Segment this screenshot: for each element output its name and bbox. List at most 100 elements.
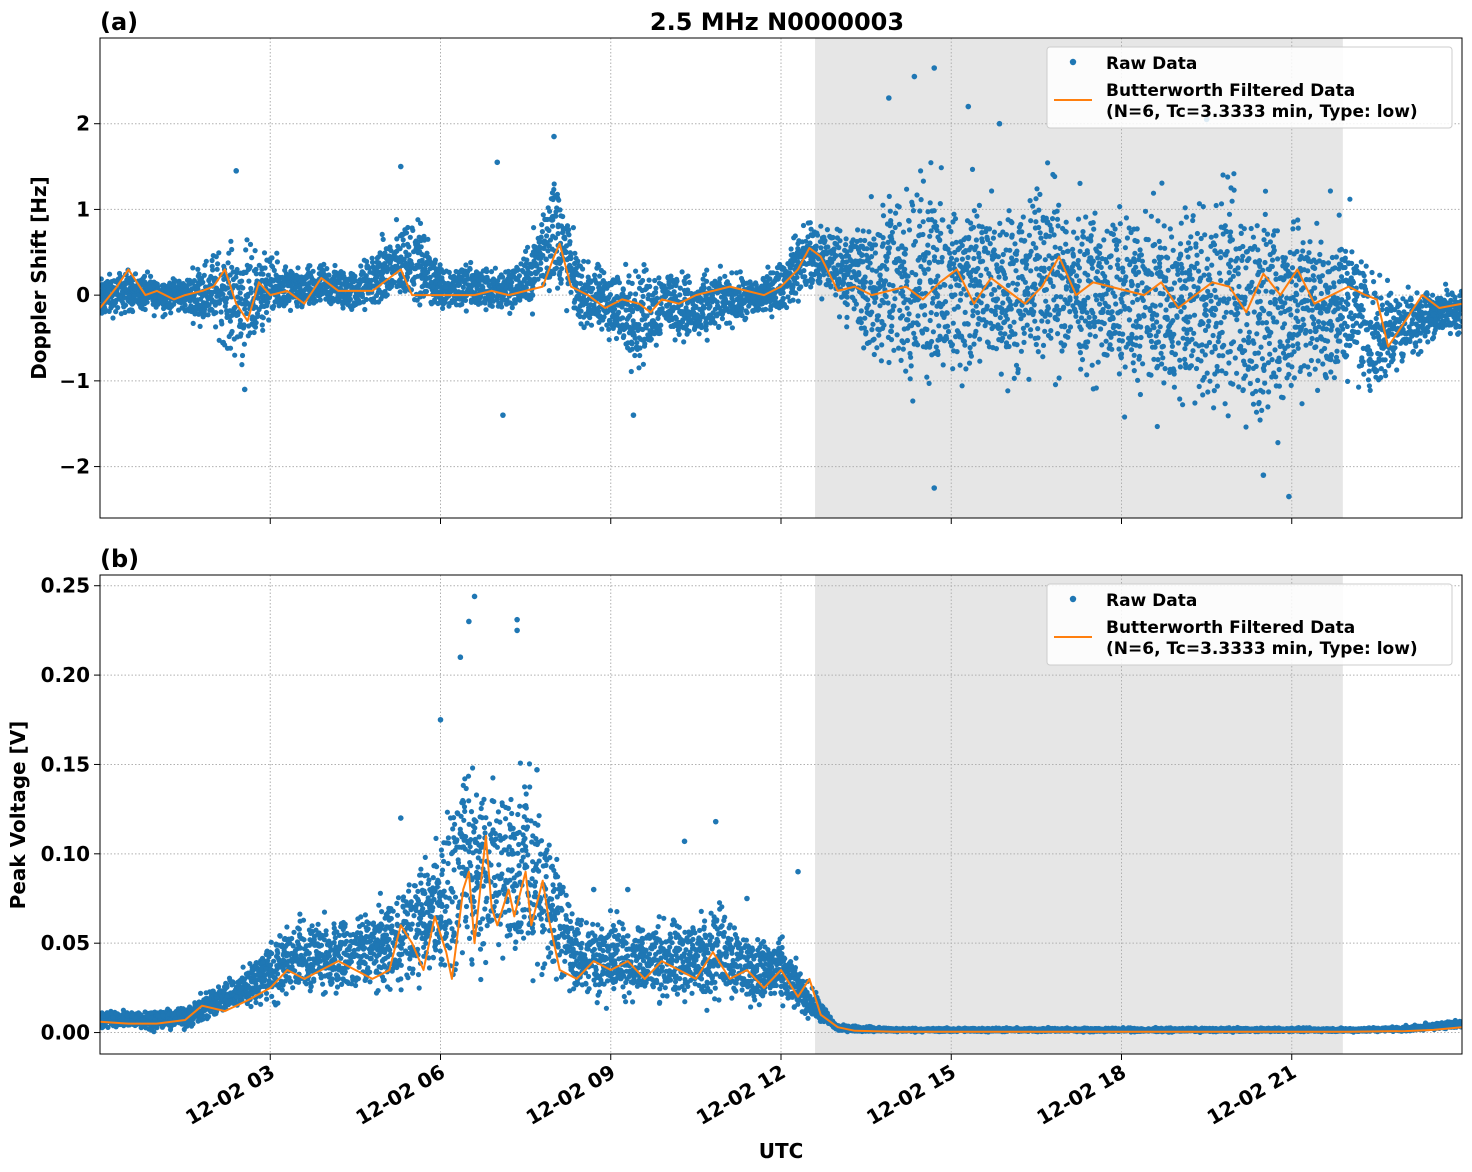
raw-data-point bbox=[1113, 247, 1120, 253]
raw-data-point bbox=[214, 266, 220, 272]
raw-data-point bbox=[930, 329, 937, 335]
raw-data-point bbox=[221, 276, 227, 282]
raw-data-point bbox=[676, 325, 682, 331]
raw-data-point bbox=[1457, 293, 1462, 299]
raw-data-point bbox=[233, 312, 240, 318]
raw-data-point bbox=[924, 326, 930, 333]
raw-data-point bbox=[1417, 338, 1423, 344]
raw-data-point bbox=[1040, 342, 1047, 348]
raw-data-point bbox=[677, 292, 683, 298]
raw-data-point bbox=[1028, 268, 1034, 274]
raw-data-point bbox=[906, 218, 912, 224]
raw-data-point bbox=[882, 278, 889, 284]
raw-data-point bbox=[537, 266, 544, 272]
raw-data-point bbox=[681, 339, 687, 345]
raw-data-point bbox=[592, 272, 598, 278]
raw-data-point bbox=[568, 289, 574, 295]
raw-data-point bbox=[892, 224, 898, 231]
raw-data-point bbox=[1021, 339, 1027, 345]
raw-data-point bbox=[641, 262, 647, 268]
raw-data-point bbox=[967, 350, 974, 356]
raw-data-point bbox=[1220, 172, 1226, 178]
raw-data-point bbox=[1202, 352, 1208, 358]
raw-data-point bbox=[142, 306, 148, 313]
raw-data-point bbox=[1241, 337, 1247, 343]
raw-data-point bbox=[1248, 225, 1254, 232]
raw-data-point bbox=[1135, 377, 1141, 383]
raw-data-point bbox=[1073, 309, 1079, 315]
raw-data-point bbox=[358, 263, 364, 269]
raw-data-point bbox=[851, 306, 857, 312]
raw-data-point bbox=[620, 294, 626, 300]
raw-data-point bbox=[1378, 295, 1384, 301]
raw-data-point bbox=[242, 306, 248, 312]
raw-data-point bbox=[1097, 243, 1103, 249]
raw-data-point bbox=[818, 223, 824, 229]
raw-data-point bbox=[942, 299, 949, 305]
raw-data-point bbox=[704, 278, 710, 284]
raw-data-point bbox=[1119, 292, 1125, 298]
raw-data-point bbox=[834, 235, 841, 241]
raw-data-point bbox=[1052, 382, 1059, 388]
raw-data-point bbox=[1131, 352, 1137, 358]
raw-data-point bbox=[881, 282, 887, 288]
raw-data-point bbox=[1328, 298, 1334, 304]
raw-data-point bbox=[1165, 255, 1171, 261]
raw-data-point bbox=[295, 265, 301, 271]
raw-data-point bbox=[844, 294, 850, 300]
raw-data-point bbox=[599, 297, 605, 303]
raw-data-point bbox=[1272, 347, 1278, 353]
raw-data-point bbox=[1011, 375, 1017, 381]
raw-data-point bbox=[729, 270, 735, 276]
raw-data-point bbox=[1253, 409, 1260, 415]
raw-data-point bbox=[1314, 220, 1320, 226]
raw-data-point bbox=[1011, 319, 1017, 325]
raw-data-point bbox=[1344, 291, 1350, 297]
raw-data-point bbox=[190, 320, 196, 326]
raw-data-point bbox=[1333, 354, 1340, 360]
raw-data-point bbox=[1205, 256, 1211, 262]
raw-data-point bbox=[310, 268, 316, 274]
raw-data-point bbox=[1122, 364, 1128, 370]
raw-data-point bbox=[644, 313, 650, 319]
raw-data-point bbox=[967, 333, 973, 339]
raw-data-point bbox=[1304, 298, 1310, 304]
raw-data-point bbox=[1163, 307, 1169, 313]
raw-data-point bbox=[920, 252, 927, 258]
raw-data-point bbox=[1122, 278, 1128, 284]
raw-data-point bbox=[1204, 370, 1210, 376]
raw-data-point bbox=[1182, 346, 1188, 352]
raw-data-point bbox=[620, 315, 626, 321]
raw-data-point bbox=[935, 273, 941, 279]
raw-data-point bbox=[826, 278, 833, 284]
raw-data-point bbox=[1157, 302, 1164, 308]
raw-data-point bbox=[956, 283, 962, 289]
raw-data-point bbox=[232, 304, 238, 310]
raw-data-point bbox=[1171, 263, 1177, 269]
raw-data-point bbox=[620, 286, 626, 292]
raw-data-point bbox=[667, 284, 673, 290]
raw-data-point bbox=[1026, 232, 1032, 238]
raw-data-point bbox=[1365, 377, 1371, 383]
raw-data-point bbox=[704, 337, 710, 343]
raw-data-point bbox=[795, 249, 802, 255]
raw-data-point bbox=[1037, 230, 1043, 236]
raw-data-point bbox=[260, 315, 266, 321]
raw-data-point bbox=[1220, 353, 1226, 359]
raw-data-point bbox=[205, 312, 211, 318]
raw-data-point bbox=[1053, 294, 1059, 300]
raw-data-point bbox=[933, 344, 939, 350]
raw-data-point bbox=[1263, 241, 1269, 247]
raw-data-point bbox=[1116, 265, 1122, 272]
raw-data-point bbox=[247, 241, 254, 247]
raw-data-point bbox=[886, 250, 892, 256]
raw-data-point bbox=[1000, 229, 1006, 235]
raw-data-point bbox=[564, 223, 571, 229]
raw-data-point bbox=[283, 264, 289, 270]
raw-data-point bbox=[1110, 222, 1116, 228]
raw-data-point bbox=[965, 263, 971, 269]
raw-data-point bbox=[1153, 333, 1159, 339]
raw-data-point bbox=[1287, 334, 1293, 340]
raw-data-point bbox=[1008, 306, 1014, 312]
raw-data-point bbox=[525, 244, 531, 250]
